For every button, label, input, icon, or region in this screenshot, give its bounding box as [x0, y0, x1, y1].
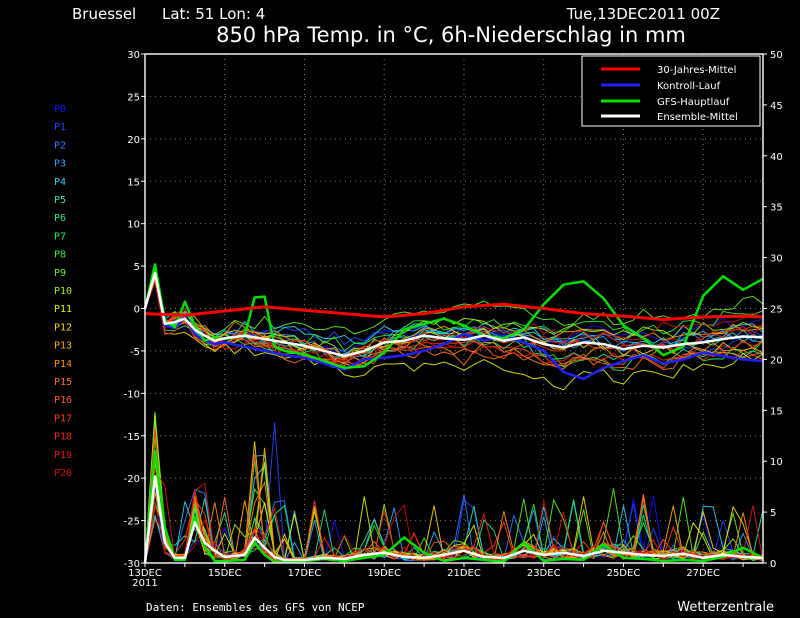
legend: 30-Jahres-Mittel Kontroll-Lauf GFS-Haupt… [581, 55, 761, 127]
right-tick-label: 10 [770, 457, 783, 468]
left-tick-label: 10 [127, 220, 140, 231]
climate-mean-line [144, 302, 764, 321]
member-label: P11 [54, 304, 72, 315]
x-tick-label: 21DEC [447, 568, 481, 579]
location-label: Bruessel [72, 5, 136, 23]
coords-label: Lat: 51 Lon: 4 [162, 5, 265, 23]
right-tick-label: 20 [770, 355, 783, 366]
left-tick-label: 0 [134, 305, 140, 316]
legend-label-climate: 30-Jahres-Mittel [657, 65, 736, 76]
x-tick-label: 19DEC [367, 568, 401, 579]
x-axis-ticks: 13DEC 15DEC 17DEC 19DEC 21DEC 23DEC 25DEC 27DEC [128, 563, 744, 579]
member-label: P8 [54, 250, 66, 261]
right-tick-label: 40 [770, 152, 783, 163]
member-label: P4 [54, 177, 66, 188]
legend-label-control: Kontroll-Lauf [657, 81, 721, 92]
member-label: P14 [54, 359, 72, 370]
right-tick-label: 5 [770, 508, 776, 519]
left-tick-label: 15 [127, 177, 140, 188]
x-year-label: 2011 [132, 578, 157, 589]
left-tick-label: -15 [124, 432, 140, 443]
x-tick-label: 27DEC [686, 568, 720, 579]
left-tick-label: 5 [134, 262, 140, 273]
right-tick-label: 30 [770, 254, 783, 265]
member-label: P0 [54, 104, 66, 115]
member-label: P10 [54, 286, 72, 297]
member-label: P13 [54, 341, 72, 352]
x-tick-label: 17DEC [288, 568, 322, 579]
left-tick-label: -25 [124, 517, 140, 528]
left-axis-ticks: 30 25 20 15 10 5 0 -5 -10 -15 -20 -25 -30 [124, 50, 145, 570]
run-label: Tue,13DEC2011 00Z [566, 5, 720, 23]
temp-member-line [144, 280, 764, 366]
right-tick-label: 50 [770, 50, 783, 61]
left-tick-label: -10 [124, 389, 140, 400]
footer-source: Daten: Ensembles des GFS von NCEP [146, 601, 365, 614]
member-label: P12 [54, 322, 72, 333]
temp-member-line [144, 273, 764, 365]
footer-brand: Wetterzentrale [677, 600, 774, 615]
right-tick-label: 0 [770, 559, 776, 570]
member-label: P17 [54, 413, 72, 424]
legend-label-mean: Ensemble-Mittel [657, 112, 738, 123]
ensemble-mean-line [143, 271, 764, 358]
member-label: P6 [54, 213, 66, 224]
right-tick-label: 15 [770, 406, 783, 417]
left-tick-label: 25 [127, 92, 140, 103]
temp-member-lines [144, 265, 764, 391]
x-tick-label: 15DEC [208, 568, 242, 579]
x-tick-label: 23DEC [527, 568, 561, 579]
left-tick-label: -30 [124, 559, 140, 570]
temp-member-line [144, 279, 764, 358]
member-label: P18 [54, 432, 72, 443]
member-label: P16 [54, 395, 72, 406]
x-tick-label: 25DEC [607, 568, 641, 579]
member-label: P9 [54, 268, 66, 279]
left-tick-label: 20 [127, 135, 140, 146]
x-tick-label: 13DEC [128, 568, 162, 579]
left-tick-label: -5 [130, 347, 140, 358]
member-label: P19 [54, 450, 72, 461]
temp-member-line [144, 271, 764, 391]
chart-title: 850 hPa Temp. in °C, 6h-Niederschlag in … [216, 23, 686, 47]
left-tick-label: 30 [127, 50, 140, 61]
temp-member-line [144, 271, 764, 361]
left-tick-label: -20 [124, 474, 140, 485]
member-label: P1 [54, 122, 66, 133]
member-label: P15 [54, 377, 72, 388]
right-tick-label: 25 [770, 305, 783, 316]
right-tick-label: 35 [770, 203, 783, 214]
member-label: P3 [54, 159, 66, 170]
member-label: P2 [54, 140, 66, 151]
main-run-precip-line [143, 449, 764, 564]
member-label: P5 [54, 195, 66, 206]
right-tick-label: 45 [770, 101, 783, 112]
ensemble-mean-precip-line [143, 475, 764, 564]
legend-label-main-run: GFS-Hauptlauf [657, 97, 730, 108]
member-label: P20 [54, 468, 72, 479]
main-series-lines [143, 263, 764, 564]
member-labels: P0 P1 P2 P3 P4 P5 P6 P7 P8 P9 P10 P11 P12 P13 P14 P15 P1… [54, 104, 72, 479]
member-label: P7 [54, 231, 66, 242]
